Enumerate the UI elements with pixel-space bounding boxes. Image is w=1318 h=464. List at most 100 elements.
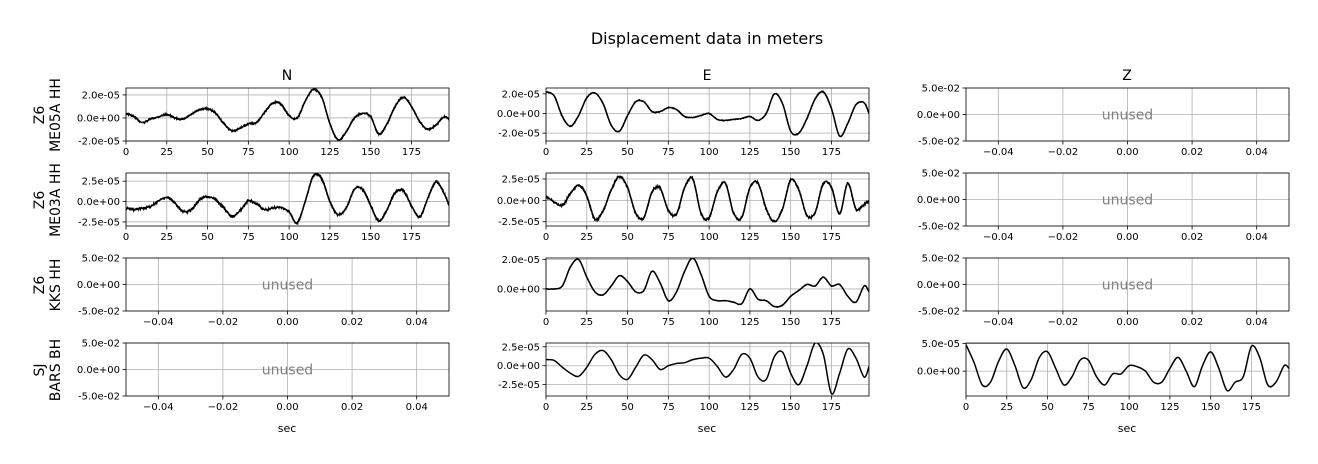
y-tick-label: 0.0e+00: [917, 195, 960, 206]
axes-frame: [545, 172, 870, 227]
x-tick-label: 25: [160, 147, 173, 158]
x-tick-label: 0.02: [341, 402, 363, 413]
subplot-r3-c1: −0.04 −0.02 0.00 0.02 0.04 5.0e-02 0.0e+00 -5.0…: [77, 254, 450, 328]
unused-label: unused: [1102, 193, 1153, 209]
x-tick-label: 175: [402, 147, 421, 158]
y-tick-label: 5.0e-02: [82, 339, 120, 350]
x-tick-label: 0: [543, 232, 549, 243]
x-tick-label: 50: [621, 402, 634, 413]
y-tick-label: 2.0e-05: [82, 90, 120, 101]
row-label-2-line1: Z6: [32, 191, 48, 210]
x-tick-label: 0.00: [1116, 317, 1138, 328]
x-tick-label: 0: [963, 402, 969, 413]
x-tick-label: 75: [662, 317, 675, 328]
x-tick-label: 75: [242, 147, 255, 158]
y-tick-label: 0.0e+00: [77, 365, 120, 376]
subplot-grid: 0 25 50 75 100 125 150 175 2.0e-05 0.0e+00 -2.0e-0…: [77, 84, 1290, 413]
y-tick-label: 5.0e-02: [922, 169, 960, 180]
x-tick-label: −0.04: [143, 402, 174, 413]
unused-label: unused: [262, 278, 313, 294]
x-tick-label: 0: [543, 147, 549, 158]
x-tick-label: 75: [662, 232, 675, 243]
row-label-1: Z6 ME05A HH: [32, 78, 64, 152]
waveform-noise: [126, 88, 449, 141]
y-tick-label: -2.0e-05: [78, 137, 120, 148]
y-tick-label: -2.0e-05: [498, 129, 540, 140]
y-tick-label: 2.5e-05: [502, 342, 540, 353]
x-tick-label: 150: [361, 232, 380, 243]
x-tick-label: 100: [1120, 402, 1139, 413]
x-tick-label: 175: [402, 232, 421, 243]
x-tick-label: 50: [1041, 402, 1054, 413]
subplot-r3-c3: −0.04 −0.02 0.00 0.02 0.04 5.0e-02 0.0e+00 -5.0…: [917, 254, 1290, 328]
x-tick-label: 25: [1000, 402, 1013, 413]
x-tick-label: 50: [621, 317, 634, 328]
x-tick-label: 0.00: [1116, 232, 1138, 243]
x-tick-label: 25: [160, 232, 173, 243]
x-tick-label: 125: [740, 402, 759, 413]
x-tick-label: 75: [1082, 402, 1095, 413]
x-tick-label: 100: [280, 147, 299, 158]
x-tick-label: 50: [201, 232, 214, 243]
x-tick-label: 0.02: [1181, 147, 1203, 158]
axes-frame: [965, 342, 1290, 397]
y-tick-label: -2.5e-05: [498, 380, 540, 391]
unused-label: unused: [262, 363, 313, 379]
subplot-r2-c3: −0.04 −0.02 0.00 0.02 0.04 5.0e-02 0.0e+00 -5.0…: [917, 169, 1290, 243]
row-label-2-line2: ME03A HH: [48, 163, 64, 237]
y-tick-label: 0.0e+00: [77, 280, 120, 291]
unused-label: unused: [1102, 278, 1153, 294]
x-tick-label: 125: [740, 147, 759, 158]
x-tick-label: −0.04: [983, 317, 1014, 328]
y-tick-label: 2.0e-05: [502, 255, 540, 266]
x-tick-label: 0.02: [1181, 232, 1203, 243]
y-tick-label: 5.0e-02: [922, 254, 960, 265]
subplot-r1-c3: −0.04 −0.02 0.00 0.02 0.04 5.0e-02 0.0e+00 -5.0…: [917, 84, 1290, 158]
x-tick-label: 0: [123, 147, 129, 158]
row-label-4-line1: SJ: [32, 363, 48, 376]
x-tick-label: 150: [361, 147, 380, 158]
axes-frame: [545, 342, 870, 397]
row-label-1-line2: ME05A HH: [48, 78, 64, 152]
x-tick-label: 0.04: [1246, 232, 1268, 243]
x-tick-label: 25: [580, 232, 593, 243]
y-tick-label: 2.5e-05: [502, 174, 540, 185]
x-tick-label: 100: [700, 402, 719, 413]
x-tick-label: 175: [822, 402, 841, 413]
x-tick-label: 100: [700, 147, 719, 158]
x-tick-label: −0.04: [983, 232, 1014, 243]
unused-label: unused: [1102, 108, 1153, 124]
x-tick-label: 175: [1242, 402, 1261, 413]
x-tick-label: 25: [580, 402, 593, 413]
y-tick-label: 0.0e+00: [497, 361, 540, 372]
x-tick-label: 0.04: [406, 317, 428, 328]
axes-frame: [545, 257, 870, 312]
y-tick-label: 0.0e+00: [917, 367, 960, 378]
x-tick-label: 0.00: [276, 317, 298, 328]
x-tick-label: 75: [662, 147, 675, 158]
axes-frame: [125, 87, 450, 142]
x-tick-label: 0.02: [1181, 317, 1203, 328]
y-tick-label: -5.0e-02: [918, 137, 960, 148]
y-tick-label: 2.5e-05: [82, 177, 120, 188]
y-tick-label: 2.0e-05: [502, 89, 540, 100]
x-tick-label: 125: [740, 232, 759, 243]
x-tick-label: 150: [1201, 402, 1220, 413]
x-tick-label: 0.04: [1246, 147, 1268, 158]
x-tick-label: 150: [781, 402, 800, 413]
x-axis-label-col2: sec: [698, 422, 717, 435]
column-title-n: N: [282, 68, 292, 84]
x-tick-label: −0.02: [208, 402, 239, 413]
waveform-noise: [546, 90, 869, 138]
y-tick-label: 0.0e+00: [77, 197, 120, 208]
y-tick-label: 0.0e+00: [497, 284, 540, 295]
x-tick-label: 0.04: [406, 402, 428, 413]
waveform-line: [966, 344, 1289, 392]
x-tick-label: 150: [781, 147, 800, 158]
x-tick-label: 0.02: [341, 317, 363, 328]
y-tick-label: 5.0e-05: [922, 339, 960, 350]
row-label-3-line2: KKS HH: [48, 259, 64, 312]
x-tick-label: −0.02: [208, 317, 239, 328]
